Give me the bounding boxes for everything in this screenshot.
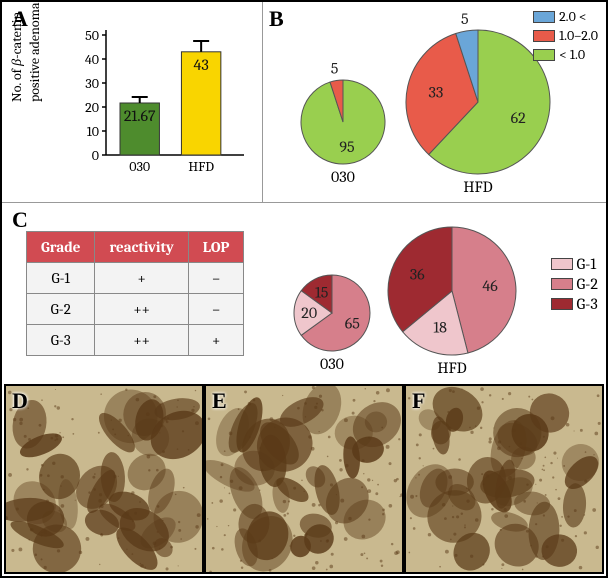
table-header: LOP (188, 232, 244, 263)
table-header: reactivity (95, 232, 188, 263)
panel-b-legend: 2.0 < 1.0–2.0 < 1.0 (533, 8, 598, 65)
figure-container: A No. of β-cateninpositive adenomas 0102… (0, 0, 608, 578)
ylabel-prefix: No. of (8, 66, 25, 102)
panel-f-label: F (412, 388, 425, 414)
micrograph-d: D (4, 384, 204, 574)
table-cell: + (95, 263, 188, 294)
table-cell: – (188, 263, 244, 294)
table-cell: + (188, 325, 244, 356)
legend-item: < 1.0 (533, 46, 598, 63)
svg-text:5: 5 (461, 10, 469, 28)
svg-text:43: 43 (194, 56, 209, 74)
svg-text:33: 33 (428, 84, 443, 102)
panel-c: C GradereactivityLOPG-1+–G-2++–G-3+++ 65… (2, 202, 606, 382)
svg-text:15: 15 (315, 284, 329, 302)
svg-text:30: 30 (85, 75, 99, 92)
bar-chart-svg: 0 10 20 30 40 50 21.67 030 43 HFD (74, 20, 254, 180)
legend-item: G-3 (551, 295, 598, 313)
panel-b: B 2.0 < 1.0–2.0 < 1.0 95 5 030 62 33 5 HFD (262, 2, 606, 202)
svg-text:20: 20 (85, 99, 99, 116)
svg-text:46: 46 (482, 277, 498, 295)
svg-text:65: 65 (345, 314, 361, 332)
svg-text:030: 030 (320, 355, 344, 373)
legend-item: G-1 (551, 255, 598, 273)
grade-table: GradereactivityLOPG-1+–G-2++–G-3+++ (26, 231, 244, 356)
table-header: Grade (27, 232, 95, 263)
legend-item: 1.0–2.0 (533, 27, 598, 44)
micrograph-e: E (204, 384, 404, 574)
svg-text:20: 20 (301, 304, 317, 322)
svg-text:HFD: HFD (188, 158, 214, 175)
legend-item: G-2 (551, 275, 598, 293)
svg-text:0: 0 (92, 147, 99, 164)
svg-text:95: 95 (339, 138, 355, 156)
ylabel-beta: β (8, 59, 25, 66)
svg-text:62: 62 (511, 109, 527, 127)
svg-text:030: 030 (129, 158, 150, 175)
svg-text:5: 5 (331, 60, 339, 78)
svg-text:36: 36 (410, 266, 425, 284)
svg-text:HFD: HFD (463, 178, 492, 196)
svg-text:40: 40 (85, 51, 99, 68)
svg-text:HFD: HFD (437, 359, 466, 377)
table-cell: – (188, 294, 244, 325)
table-cell: G-1 (27, 263, 95, 294)
panel-a-ylabel: No. of β-cateninpositive adenomas (8, 0, 43, 102)
panels-def: D E F (4, 384, 604, 574)
svg-text:50: 50 (85, 27, 99, 44)
panel-b-label: B (269, 6, 284, 32)
legend-item: 2.0 < (533, 8, 598, 25)
panel-a: A No. of β-cateninpositive adenomas 0102… (2, 2, 262, 202)
panel-d-label: D (12, 388, 28, 414)
svg-text:21.67: 21.67 (124, 107, 156, 125)
table-cell: ++ (95, 325, 188, 356)
table-cell: G-2 (27, 294, 95, 325)
micrograph-f: F (404, 384, 604, 574)
svg-text:10: 10 (87, 123, 99, 140)
panel-c-label: C (12, 207, 28, 233)
table-cell: G-3 (27, 325, 95, 356)
panel-c-legend: G-1 G-2 G-3 (551, 255, 598, 315)
table-cell: ++ (95, 294, 188, 325)
panel-e-label: E (212, 388, 227, 414)
panel-c-pies: 65 20 15 030 46 18 36 HFD (272, 203, 572, 383)
svg-text:18: 18 (433, 319, 447, 337)
svg-text:030: 030 (331, 168, 355, 186)
